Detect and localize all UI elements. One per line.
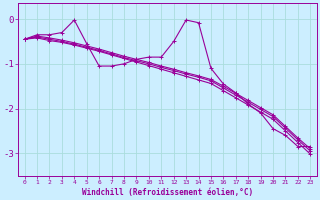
X-axis label: Windchill (Refroidissement éolien,°C): Windchill (Refroidissement éolien,°C) <box>82 188 253 197</box>
